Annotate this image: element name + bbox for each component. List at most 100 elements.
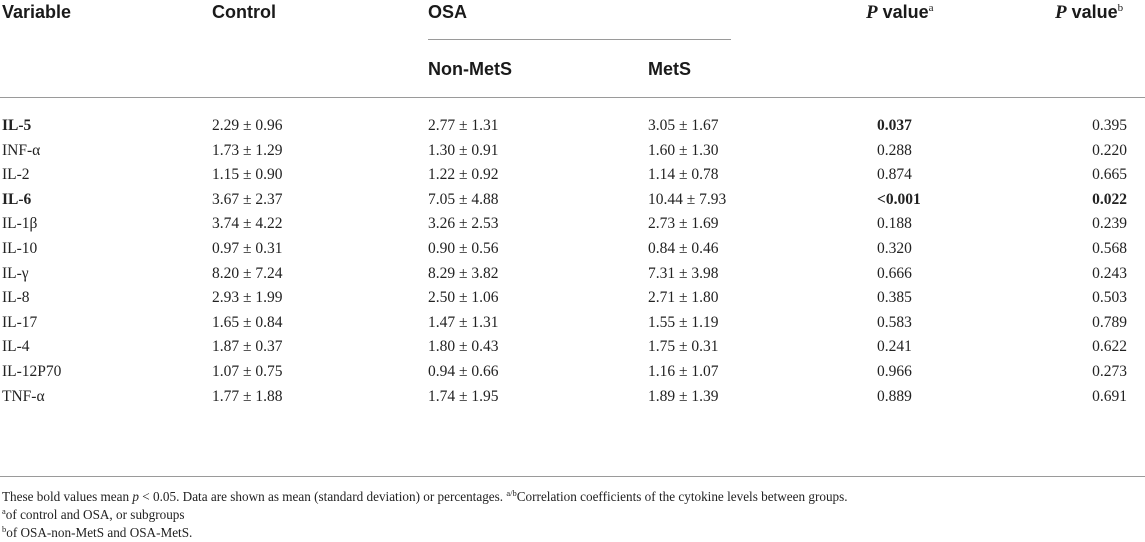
table-row: IL-4 1.87 ± 0.37 1.80 ± 0.43 1.75 ± 0.31 0.2… — [0, 335, 1145, 360]
p-symbol: P — [1055, 2, 1067, 23]
mets-cell: 1.16 ± 1.07 — [648, 362, 719, 380]
mets-cell: 1.89 ± 1.39 — [648, 387, 719, 405]
non-mets-cell: 3.26 ± 2.53 — [428, 215, 499, 233]
mets-cell: 2.71 ± 1.80 — [648, 289, 719, 307]
non-mets-cell: 1.80 ± 0.43 — [428, 338, 499, 356]
footnote-superscript: a — [2, 506, 6, 516]
mets-cell: 10.44 ± 7.93 — [648, 190, 727, 208]
p-value-b-cell: 0.239 — [1092, 215, 1127, 233]
control-cell: 1.65 ± 0.84 — [212, 313, 283, 331]
non-mets-cell: 0.94 ± 0.66 — [428, 362, 499, 380]
table-row: IL-12P70 1.07 ± 0.75 0.94 ± 0.66 1.16 ± 1.0… — [0, 360, 1145, 385]
superscript-a: a — [928, 2, 934, 14]
non-mets-cell: 1.22 ± 0.92 — [428, 166, 499, 184]
variable-cell: IL-5 — [2, 117, 32, 134]
variable-cell: IL-6 — [2, 190, 32, 208]
non-mets-cell: 2.77 ± 1.31 — [428, 117, 499, 134]
mets-cell: 3.05 ± 1.67 — [648, 117, 719, 134]
table-row: IL-17 1.65 ± 0.84 1.47 ± 1.31 1.55 ± 1.19 0.… — [0, 311, 1145, 336]
footnote-text: < 0.05. Data are shown as mean (standard… — [138, 489, 507, 504]
p-value-a-cell: 0.241 — [877, 338, 912, 356]
p-value-a-cell: 0.320 — [877, 239, 912, 257]
variable-cell: IL-17 — [2, 313, 38, 331]
variable-cell: TNF-α — [2, 387, 45, 405]
value-word: value — [882, 2, 929, 22]
p-value-a-cell: 0.188 — [877, 215, 912, 233]
p-value-b-cell: 0.665 — [1092, 166, 1127, 184]
table-bottom-rule — [0, 476, 1145, 477]
mets-cell: 1.55 ± 1.19 — [648, 313, 719, 331]
table-body: IL-5 2.29 ± 0.96 2.77 ± 1.31 3.05 ± 1.67 0.0… — [0, 114, 1145, 409]
footnote-text: Correlation coefficients of the cytokine… — [516, 489, 848, 504]
variable-cell: IL-8 — [2, 289, 30, 307]
non-mets-cell: 1.47 ± 1.31 — [428, 313, 499, 331]
p-value-b-cell: 0.273 — [1092, 362, 1127, 380]
control-cell: 3.74 ± 4.22 — [212, 215, 283, 233]
non-mets-cell: 0.90 ± 0.56 — [428, 239, 499, 257]
osa-group-rule — [428, 39, 731, 40]
p-value-a-cell: 0.889 — [877, 387, 912, 405]
mets-cell: 1.75 ± 0.31 — [648, 338, 719, 356]
footnote-text: These bold values mean — [2, 489, 133, 504]
variable-cell: IL-10 — [2, 239, 38, 257]
p-value-b-cell: 0.691 — [1092, 387, 1127, 405]
footnote-text: of OSA-non-MetS and OSA-MetS. — [6, 525, 193, 540]
p-value-b-cell: 0.220 — [1092, 141, 1127, 159]
p-value-b-cell: 0.503 — [1092, 289, 1127, 307]
footnote-text: of control and OSA, or subgroups — [5, 507, 185, 522]
variable-cell: IL-12P70 — [2, 362, 62, 380]
header-variable: Variable — [2, 2, 72, 22]
table-row: TNF-α 1.77 ± 1.88 1.74 ± 1.95 1.89 ± 1.39 0.… — [0, 385, 1145, 410]
p-value-b-cell: 0.568 — [1092, 239, 1127, 257]
p-value-a-cell: 0.966 — [877, 362, 912, 380]
p-value-a-cell: 0.666 — [877, 264, 912, 282]
control-cell: 2.93 ± 1.99 — [212, 289, 283, 307]
table-row: IL-1β 3.74 ± 4.22 3.26 ± 2.53 2.73 ± 1.69 0.… — [0, 212, 1145, 237]
control-cell: 0.97 ± 0.31 — [212, 239, 283, 257]
header-p-value-b: P valueb — [1055, 2, 1123, 24]
table-row: IL-5 2.29 ± 0.96 2.77 ± 1.31 3.05 ± 1.67 0.0… — [0, 114, 1145, 139]
mets-cell: 1.14 ± 0.78 — [648, 166, 719, 184]
control-cell: 3.67 ± 2.37 — [212, 190, 283, 208]
table-row: IL-6 3.67 ± 2.37 7.05 ± 4.88 10.44 ± 7.93 <0… — [0, 188, 1145, 213]
p-value-b-cell: 0.789 — [1092, 313, 1127, 331]
mets-cell: 2.73 ± 1.69 — [648, 215, 719, 233]
p-value-a-cell: 0.385 — [877, 289, 912, 307]
mets-cell: 1.60 ± 1.30 — [648, 141, 719, 159]
p-value-a-cell: 0.583 — [877, 313, 912, 331]
non-mets-cell: 1.74 ± 1.95 — [428, 387, 499, 405]
table-row: IL-8 2.93 ± 1.99 2.50 ± 1.06 2.71 ± 1.80 0.3… — [0, 286, 1145, 311]
non-mets-cell: 8.29 ± 3.82 — [428, 264, 499, 282]
control-cell: 8.20 ± 7.24 — [212, 264, 283, 282]
variable-cell: IL-4 — [2, 338, 30, 356]
variable-cell: IL-γ — [2, 264, 29, 282]
non-mets-cell: 2.50 ± 1.06 — [428, 289, 499, 307]
superscript-b: b — [1117, 2, 1124, 14]
p-value-a-cell: 0.037 — [877, 117, 912, 134]
variable-cell: IL-1β — [2, 215, 38, 233]
table-row: INF-α 1.73 ± 1.29 1.30 ± 0.91 1.60 ± 1.30 0.… — [0, 139, 1145, 164]
footnote-superscript: a/b — [506, 488, 517, 498]
mets-cell: 0.84 ± 0.46 — [648, 239, 719, 257]
footnote-superscript: b — [2, 524, 7, 534]
p-value-a-cell: <0.001 — [877, 190, 921, 208]
p-symbol: P — [866, 2, 878, 23]
header-non-mets: Non-MetS — [428, 59, 512, 79]
p-value-a-cell: 0.874 — [877, 166, 912, 184]
control-cell: 1.07 ± 0.75 — [212, 362, 283, 380]
header-control: Control — [212, 2, 276, 22]
header-mets: MetS — [648, 59, 692, 79]
header-p-value-a: P valuea — [866, 2, 934, 24]
control-cell: 2.29 ± 0.96 — [212, 117, 283, 134]
control-cell: 1.87 ± 0.37 — [212, 338, 283, 356]
non-mets-cell: 1.30 ± 0.91 — [428, 141, 499, 159]
table-row: IL-γ 8.20 ± 7.24 8.29 ± 3.82 7.31 ± 3.98 0.6… — [0, 262, 1145, 287]
mets-cell: 7.31 ± 3.98 — [648, 264, 719, 282]
footnote-bold-values: These bold values mean p < 0.05. Data ar… — [2, 484, 848, 504]
footnote-b: bof OSA-non-MetS and OSA-MetS. — [2, 520, 848, 540]
header-osa: OSA — [428, 2, 468, 22]
p-value-b-cell: 0.395 — [1092, 117, 1127, 134]
footnote-p-symbol: p — [132, 489, 139, 504]
value-word: value — [1071, 2, 1118, 22]
header-bottom-rule — [0, 97, 1145, 98]
